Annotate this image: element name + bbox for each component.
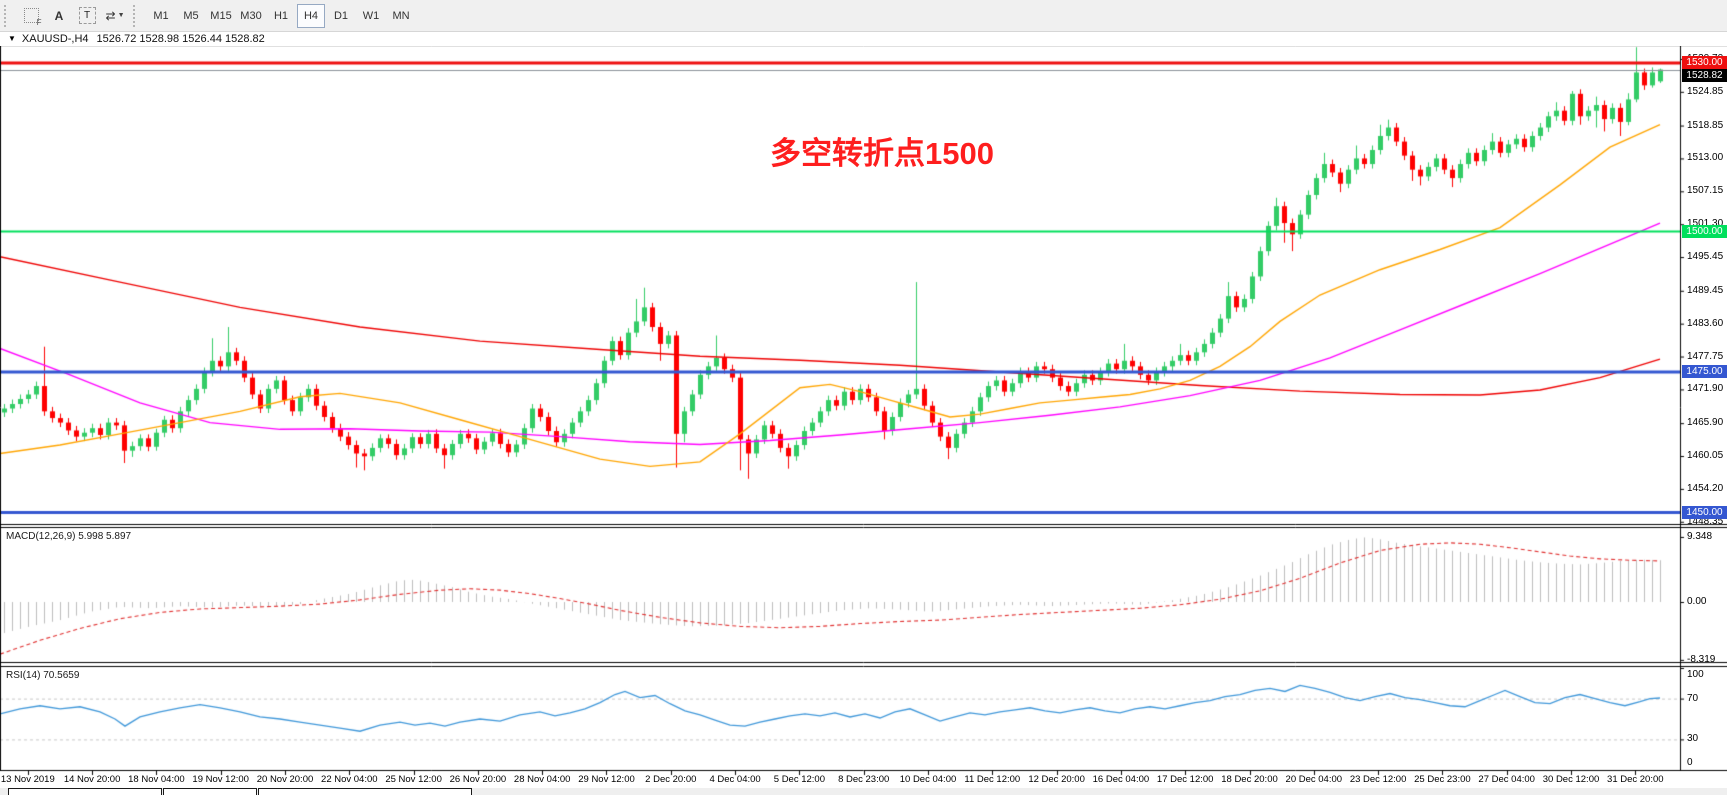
chart-tab[interactable] — [8, 788, 162, 795]
snap-grid-f-icon[interactable]: F — [18, 4, 44, 28]
timeframe-button-h4[interactable]: H4 — [297, 3, 325, 28]
rsi-indicator-label: RSI(14) 70.5659 — [6, 670, 80, 681]
macd-indicator-label: MACD(12,26,9) 5.998 5.897 — [6, 531, 132, 542]
timeframe-button-m5[interactable]: M5 — [183, 9, 199, 22]
cursor-tools-icon[interactable]: ⇄ ▼ — [105, 8, 125, 23]
timeframe-button-w1[interactable]: W1 — [362, 9, 380, 22]
text-label-icon[interactable]: T — [74, 4, 100, 28]
timeframe-button-m1[interactable]: M1 — [153, 9, 169, 22]
timeframe-button-m30[interactable]: M30 — [240, 9, 262, 22]
toolbar-grip[interactable] — [133, 4, 142, 27]
timeframe-button-d1[interactable]: D1 — [333, 9, 349, 22]
toolbar-grip[interactable] — [4, 4, 13, 27]
chart-tab[interactable] — [163, 788, 257, 795]
cursor-tools-caret-icon[interactable]: ▼ — [117, 12, 125, 19]
chart-tab[interactable] — [258, 788, 472, 795]
chart-title-bar: ▼ XAUUSD-,H4 1526.72 1528.98 1526.44 152… — [0, 31, 1727, 46]
chart-dropdown-icon[interactable]: ▼ — [8, 34, 16, 43]
timeframe-button-h1[interactable]: H1 — [273, 9, 289, 22]
chart-annotation-text[interactable]: 多空转折点1500 — [770, 136, 994, 171]
timeframe-button-mn[interactable]: MN — [392, 9, 410, 22]
chart-symbol-period: XAUUSD-,H4 — [21, 32, 89, 45]
toolbar: F A T ⇄ ▼ M1 M5 M15 M30 H1 H4 D1 W1 MN — [0, 0, 1727, 32]
chart-ohlc-values: 1526.72 1528.98 1526.44 1528.82 — [96, 32, 265, 45]
bottom-tabs-strip — [0, 788, 1727, 795]
font-a-icon[interactable]: A — [54, 8, 64, 23]
timeframe-button-m15[interactable]: M15 — [210, 9, 232, 22]
